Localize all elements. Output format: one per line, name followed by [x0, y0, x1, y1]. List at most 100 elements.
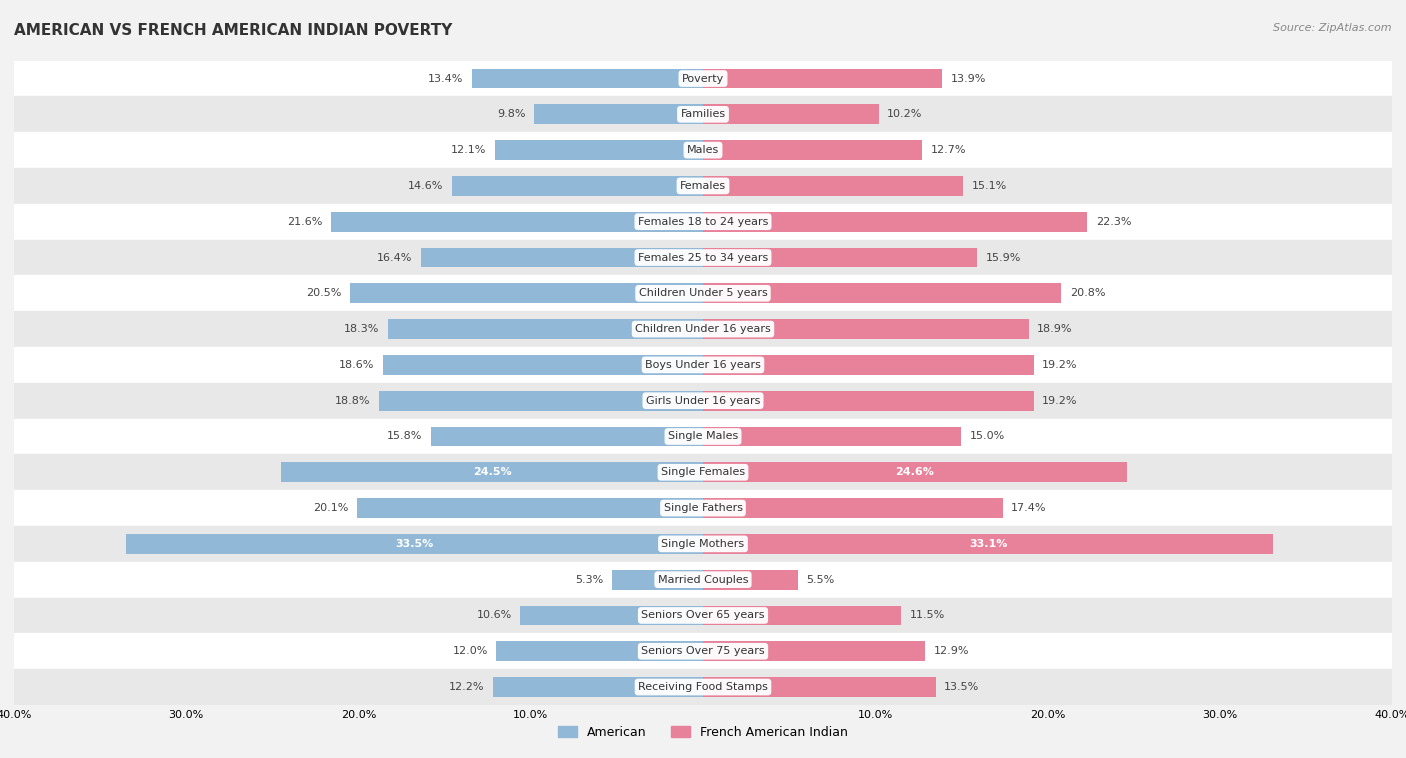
Text: Boys Under 16 years: Boys Under 16 years [645, 360, 761, 370]
Bar [357, 498, 703, 518]
Text: Single Females: Single Females [661, 467, 745, 478]
Bar [14, 347, 1392, 383]
Text: Children Under 16 years: Children Under 16 years [636, 324, 770, 334]
Bar [14, 418, 1392, 454]
Text: Females 18 to 24 years: Females 18 to 24 years [638, 217, 768, 227]
Bar [281, 462, 703, 482]
Text: 33.5%: 33.5% [395, 539, 433, 549]
Text: 13.4%: 13.4% [429, 74, 464, 83]
Bar [703, 570, 797, 590]
Text: 17.4%: 17.4% [1011, 503, 1047, 513]
Bar [703, 69, 942, 89]
Bar [14, 312, 1392, 347]
Text: 19.2%: 19.2% [1042, 396, 1078, 406]
Bar [14, 562, 1392, 597]
Text: Source: ZipAtlas.com: Source: ZipAtlas.com [1274, 23, 1392, 33]
Bar [703, 534, 1272, 553]
Bar [14, 240, 1392, 275]
Bar [14, 383, 1392, 418]
Text: Females 25 to 34 years: Females 25 to 34 years [638, 252, 768, 262]
Bar [703, 140, 922, 160]
Text: Single Fathers: Single Fathers [664, 503, 742, 513]
Bar [703, 606, 901, 625]
Bar [127, 534, 703, 553]
Text: 15.8%: 15.8% [387, 431, 422, 441]
Bar [703, 677, 935, 697]
Text: 5.5%: 5.5% [807, 575, 835, 584]
Text: Receiving Food Stamps: Receiving Food Stamps [638, 682, 768, 692]
Bar [14, 526, 1392, 562]
Text: 19.2%: 19.2% [1042, 360, 1078, 370]
Bar [703, 248, 977, 268]
Bar [451, 176, 703, 196]
Text: 16.4%: 16.4% [377, 252, 412, 262]
Text: 18.8%: 18.8% [335, 396, 371, 406]
Bar [703, 176, 963, 196]
Bar [382, 355, 703, 374]
Bar [703, 283, 1062, 303]
Bar [703, 319, 1029, 339]
Bar [703, 105, 879, 124]
Text: Males: Males [688, 145, 718, 155]
Bar [495, 140, 703, 160]
Bar [534, 105, 703, 124]
Text: 18.9%: 18.9% [1038, 324, 1073, 334]
Text: 20.1%: 20.1% [312, 503, 349, 513]
Bar [14, 490, 1392, 526]
Text: 15.1%: 15.1% [972, 181, 1007, 191]
Text: Seniors Over 65 years: Seniors Over 65 years [641, 610, 765, 621]
Text: Poverty: Poverty [682, 74, 724, 83]
Text: 13.9%: 13.9% [950, 74, 987, 83]
Bar [14, 204, 1392, 240]
Text: 10.6%: 10.6% [477, 610, 512, 621]
Text: Families: Families [681, 109, 725, 119]
Text: 20.8%: 20.8% [1070, 288, 1105, 299]
Text: 15.9%: 15.9% [986, 252, 1021, 262]
Text: 15.0%: 15.0% [970, 431, 1005, 441]
Text: 24.5%: 24.5% [472, 467, 512, 478]
Text: Girls Under 16 years: Girls Under 16 years [645, 396, 761, 406]
Text: 13.5%: 13.5% [945, 682, 980, 692]
Text: 12.2%: 12.2% [449, 682, 484, 692]
Bar [14, 634, 1392, 669]
Bar [703, 498, 1002, 518]
Bar [430, 427, 703, 446]
Bar [612, 570, 703, 590]
Bar [703, 391, 1033, 411]
Text: AMERICAN VS FRENCH AMERICAN INDIAN POVERTY: AMERICAN VS FRENCH AMERICAN INDIAN POVER… [14, 23, 453, 38]
Text: 12.1%: 12.1% [450, 145, 486, 155]
Text: 12.0%: 12.0% [453, 647, 488, 656]
Legend: American, French American Indian: American, French American Indian [553, 721, 853, 744]
Bar [703, 427, 962, 446]
Bar [14, 669, 1392, 705]
Text: 12.9%: 12.9% [934, 647, 969, 656]
Text: 18.6%: 18.6% [339, 360, 374, 370]
Bar [14, 132, 1392, 168]
Bar [350, 283, 703, 303]
Text: 22.3%: 22.3% [1095, 217, 1132, 227]
Bar [388, 319, 703, 339]
Text: 24.6%: 24.6% [896, 467, 934, 478]
Bar [14, 597, 1392, 634]
Text: 18.3%: 18.3% [344, 324, 380, 334]
Bar [494, 677, 703, 697]
Bar [472, 69, 703, 89]
Bar [420, 248, 703, 268]
Text: 10.2%: 10.2% [887, 109, 922, 119]
Text: Single Mothers: Single Mothers [661, 539, 745, 549]
Text: 5.3%: 5.3% [575, 575, 603, 584]
Text: 33.1%: 33.1% [969, 539, 1007, 549]
Text: Married Couples: Married Couples [658, 575, 748, 584]
Text: Females: Females [681, 181, 725, 191]
Bar [496, 641, 703, 661]
Text: Seniors Over 75 years: Seniors Over 75 years [641, 647, 765, 656]
Bar [703, 641, 925, 661]
Bar [14, 168, 1392, 204]
Text: 11.5%: 11.5% [910, 610, 945, 621]
Bar [703, 355, 1033, 374]
Bar [14, 454, 1392, 490]
Text: 20.5%: 20.5% [307, 288, 342, 299]
Text: 9.8%: 9.8% [498, 109, 526, 119]
Bar [520, 606, 703, 625]
Bar [14, 96, 1392, 132]
